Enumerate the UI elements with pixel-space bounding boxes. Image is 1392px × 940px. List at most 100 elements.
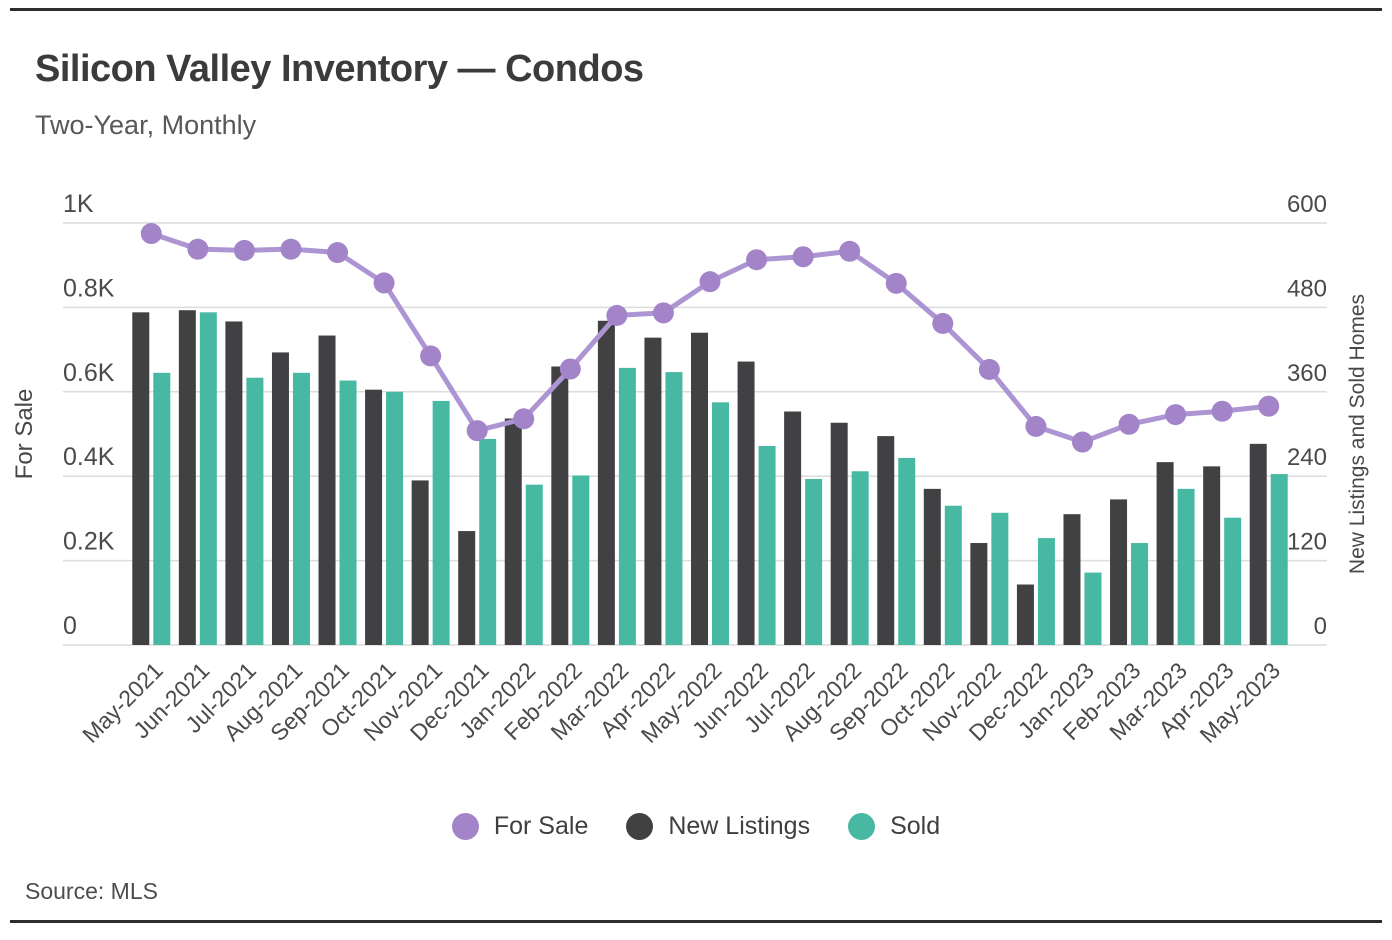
bar-sold[interactable]: [292, 372, 310, 645]
line-point-for-sale[interactable]: [1211, 400, 1233, 422]
new-listings-legend-dot-icon: [626, 813, 654, 840]
bar-new-listings[interactable]: [178, 310, 196, 645]
bar-new-listings[interactable]: [737, 361, 755, 645]
bar-sold[interactable]: [898, 457, 916, 645]
legend-label: New Listings: [668, 812, 811, 840]
bar-new-listings[interactable]: [644, 337, 662, 645]
y-tick-right: 360: [1287, 360, 1327, 387]
bar-new-listings[interactable]: [597, 320, 615, 645]
right-axis-title: New Listings and Sold Homes: [1346, 294, 1369, 574]
line-point-for-sale[interactable]: [792, 246, 814, 268]
bar-new-listings[interactable]: [1016, 584, 1034, 645]
bar-sold[interactable]: [618, 367, 636, 645]
bar-sold[interactable]: [991, 512, 1009, 645]
bar-sold[interactable]: [339, 380, 357, 645]
top-border: [10, 8, 1382, 11]
bar-new-listings[interactable]: [691, 332, 708, 645]
bar-new-listings[interactable]: [1110, 499, 1128, 645]
line-point-for-sale[interactable]: [1118, 413, 1140, 435]
bar-sold[interactable]: [1131, 543, 1149, 645]
line-point-for-sale[interactable]: [1165, 404, 1187, 426]
bar-sold[interactable]: [525, 484, 543, 645]
bar-sold[interactable]: [153, 372, 171, 645]
line-point-for-sale[interactable]: [746, 249, 768, 271]
line-point-for-sale[interactable]: [978, 358, 1000, 380]
line-point-for-sale[interactable]: [1025, 415, 1047, 437]
bar-sold[interactable]: [1037, 538, 1055, 645]
y-tick-right: 240: [1287, 444, 1327, 471]
line-point-for-sale[interactable]: [140, 223, 162, 245]
bar-sold[interactable]: [851, 471, 869, 645]
line-point-for-sale[interactable]: [327, 242, 349, 264]
y-tick-left: 0.4K: [63, 443, 115, 471]
line-point-for-sale[interactable]: [373, 272, 395, 294]
bar-sold[interactable]: [386, 391, 404, 645]
left-axis-title: For Sale: [11, 389, 38, 480]
bar-new-listings[interactable]: [411, 480, 429, 645]
legend-item-for-sale[interactable]: For Sale: [451, 812, 589, 841]
legend-item-sold[interactable]: Sold: [848, 812, 940, 841]
bar-new-listings[interactable]: [784, 411, 802, 645]
bar-new-listings[interactable]: [225, 321, 243, 645]
line-point-for-sale[interactable]: [187, 238, 209, 260]
bar-sold[interactable]: [944, 505, 962, 645]
line-point-for-sale[interactable]: [420, 345, 442, 367]
bar-new-listings[interactable]: [271, 352, 289, 645]
bar-new-listings[interactable]: [970, 543, 988, 645]
y-tick-left: 0.6K: [63, 359, 115, 387]
line-point-for-sale[interactable]: [839, 240, 861, 262]
bar-sold[interactable]: [432, 400, 450, 645]
line-point-for-sale[interactable]: [932, 312, 954, 334]
bar-sold[interactable]: [479, 438, 497, 645]
bar-new-listings[interactable]: [365, 389, 383, 645]
bar-sold[interactable]: [665, 372, 683, 645]
bar-new-listings[interactable]: [1156, 462, 1174, 645]
bar-sold[interactable]: [1270, 474, 1288, 645]
legend-item-new-listings[interactable]: New Listings: [626, 812, 810, 841]
for-sale-legend-dot-icon: [451, 813, 479, 840]
y-tick-right: 600: [1287, 191, 1327, 218]
bar-new-listings[interactable]: [923, 488, 941, 645]
y-tick-left: 1K: [63, 190, 94, 218]
line-point-for-sale[interactable]: [652, 302, 674, 324]
legend: For Sale New Listings Sold: [0, 812, 1392, 841]
line-point-for-sale[interactable]: [559, 358, 581, 380]
line-point-for-sale[interactable]: [280, 238, 302, 260]
line-point-for-sale[interactable]: [466, 420, 488, 442]
bar-new-listings[interactable]: [318, 335, 336, 645]
sold-legend-dot-icon: [848, 813, 876, 840]
bar-sold[interactable]: [199, 312, 217, 645]
bar-sold[interactable]: [1084, 572, 1102, 645]
line-point-for-sale[interactable]: [1071, 431, 1093, 453]
bar-sold[interactable]: [758, 445, 776, 645]
bar-new-listings[interactable]: [551, 366, 569, 645]
bar-new-listings[interactable]: [1249, 443, 1267, 645]
bar-new-listings[interactable]: [1203, 466, 1221, 645]
bar-new-listings[interactable]: [132, 312, 150, 645]
line-point-for-sale[interactable]: [513, 408, 535, 430]
y-tick-right: 120: [1287, 529, 1327, 556]
line-point-for-sale[interactable]: [699, 271, 721, 293]
chart-subtitle: Two-Year, Monthly: [35, 110, 257, 140]
line-point-for-sale[interactable]: [885, 272, 907, 294]
bar-sold[interactable]: [712, 402, 729, 645]
line-point-for-sale[interactable]: [233, 239, 255, 261]
y-tick-left: 0: [63, 612, 77, 640]
bar-new-listings[interactable]: [1063, 514, 1081, 645]
y-tick-right: 480: [1287, 275, 1327, 302]
bar-sold[interactable]: [1224, 517, 1242, 645]
bar-new-listings[interactable]: [877, 436, 895, 645]
bar-new-listings[interactable]: [830, 422, 848, 645]
line-point-for-sale[interactable]: [1258, 395, 1280, 417]
bar-sold[interactable]: [1177, 488, 1195, 645]
chart-title: Silicon Valley Inventory — Condos: [35, 48, 644, 90]
legend-label: For Sale: [493, 812, 589, 840]
bar-new-listings[interactable]: [458, 531, 476, 645]
bar-sold[interactable]: [246, 377, 264, 645]
bar-sold[interactable]: [805, 479, 823, 645]
line-point-for-sale[interactable]: [606, 304, 628, 326]
bar-new-listings[interactable]: [504, 418, 522, 645]
bar-sold[interactable]: [572, 475, 590, 645]
